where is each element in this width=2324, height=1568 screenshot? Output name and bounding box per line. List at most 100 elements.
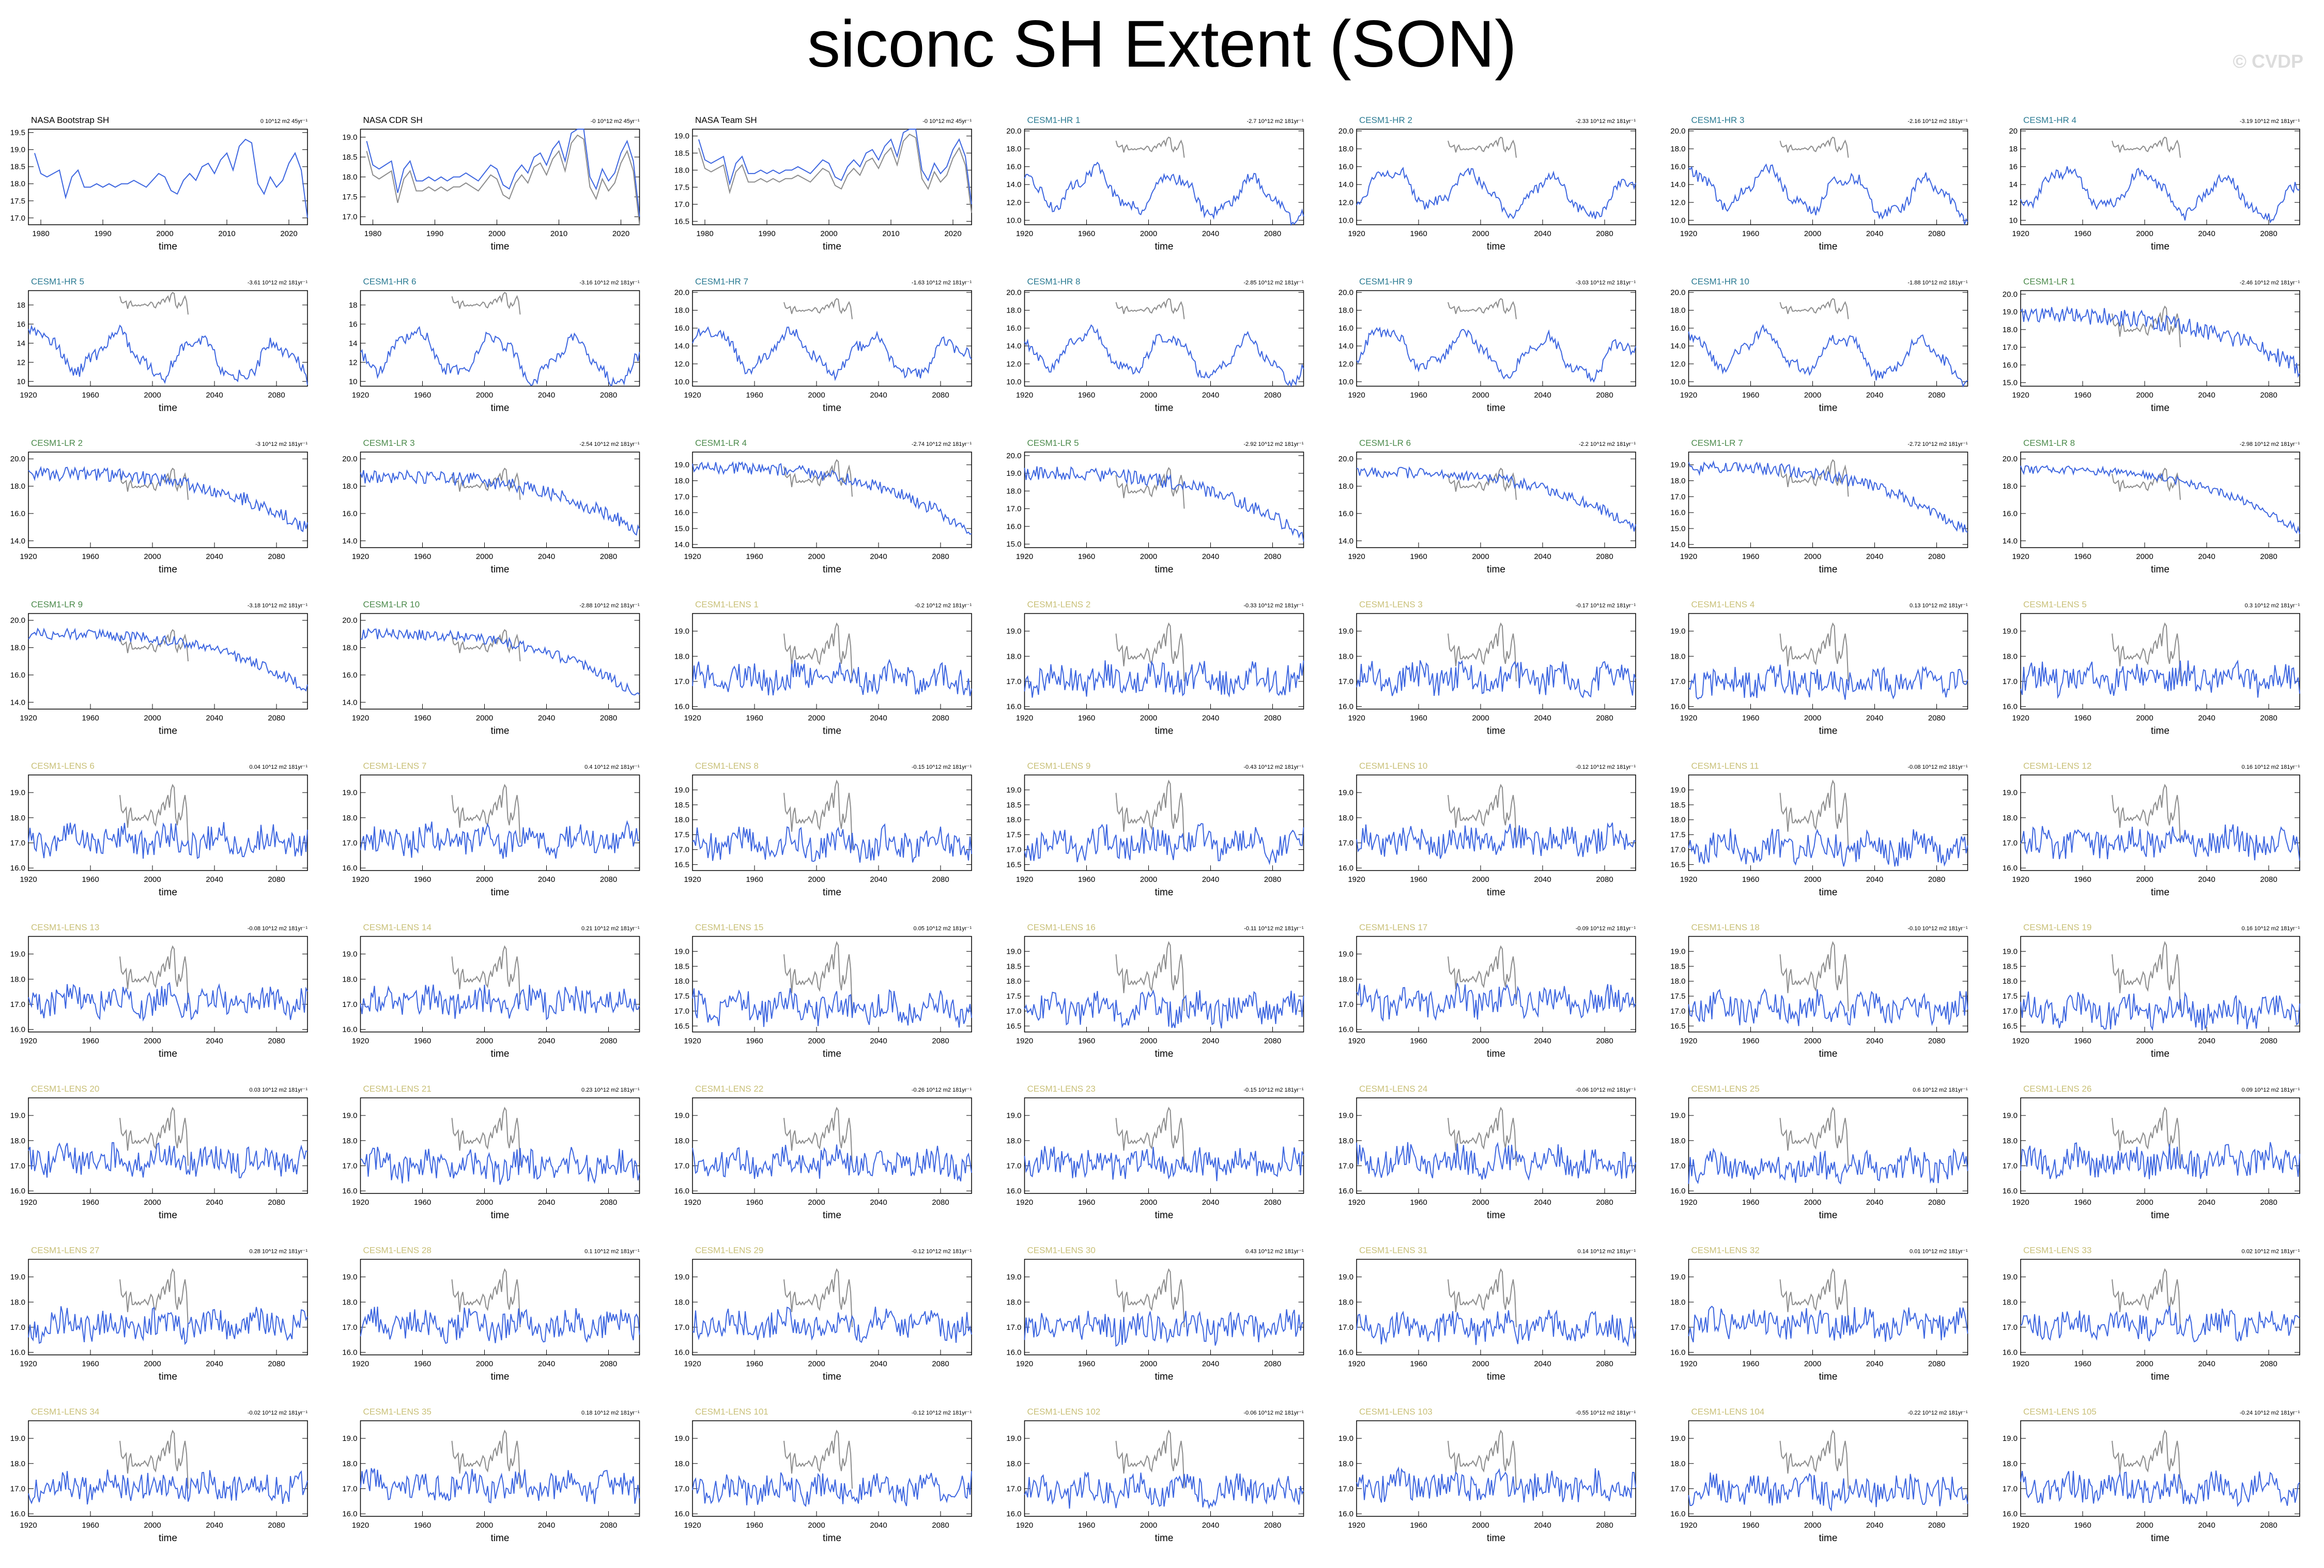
chart-panel: CESM1-LENS 11 -0.08 10^12 m2 181yr⁻¹ 16.5 1… [1670,761,1968,898]
y-tick-label: 17.0 [1338,1484,1353,1493]
observed-line [1448,622,1517,681]
x-tick-label: 2000 [2136,875,2153,884]
x-tick-label: 1960 [82,1521,99,1530]
x-tick-label: 2000 [144,1521,161,1530]
x-tick-label: 2000 [1140,1037,1157,1046]
trend-label: 0.23 10^12 m2 181yr⁻¹ [581,1087,640,1093]
y-tick-label: 16.0 [1006,1348,1021,1357]
x-axis-label: time [1819,1210,1838,1221]
y-tick-label: 19.0 [10,1273,25,1282]
x-tick-label: 2080 [1928,1198,1945,1207]
x-tick-label: 1920 [352,714,369,723]
y-tick-label: 20.0 [342,616,357,625]
x-tick-label: 2000 [808,1360,825,1369]
x-tick-label: 2040 [870,714,887,723]
y-tick-label: 17.0 [674,677,689,686]
x-tick-label: 2040 [2198,875,2215,884]
x-tick-label: 1920 [352,875,369,884]
x-axis-label: time [2151,403,2169,414]
x-tick-label: 2000 [1140,1360,1157,1369]
x-tick-label: 2000 [2136,1198,2153,1207]
y-tick-label: 18.0 [1006,977,1021,986]
model-line [698,129,972,205]
model-line [360,984,640,1020]
y-tick-label: 17.0 [1670,677,1685,686]
chart-panel: CESM1-LR 7 -2.72 10^12 m2 181yr⁻¹ 14.0 15.0… [1670,438,1968,575]
y-tick-label: 17.0 [1006,1484,1021,1493]
x-tick-label: 2020 [944,229,961,238]
x-axis-label: time [823,1533,841,1544]
model-line [360,1146,640,1185]
x-tick-label: 2040 [206,875,223,884]
x-axis-label: time [159,1210,177,1221]
y-tick-label: 14.0 [674,540,689,549]
x-tick-label: 1920 [352,1521,369,1530]
panel-title: CESM1-HR 5 [31,277,84,287]
observed-line [2112,305,2181,348]
model-line [28,1142,308,1178]
trend-label: 0.21 10^12 m2 181yr⁻¹ [581,926,640,932]
x-tick-label: 1920 [684,1521,701,1530]
x-tick-label: 2080 [1264,391,1281,400]
model-line [1356,466,1636,532]
y-tick-label: 16.0 [1338,509,1353,518]
chart-panel: CESM1-LENS 104 -0.22 10^12 m2 181yr⁻¹ 16.0… [1670,1407,1968,1544]
panel-title: CESM1-LENS 17 [1359,923,1427,933]
x-tick-label: 2040 [2198,714,2215,723]
plot-frame [1688,290,1968,387]
model-line [360,1468,640,1504]
x-axis-label: time [1487,887,1505,898]
x-tick-label: 2080 [2260,229,2277,238]
y-tick-label: 17.0 [1006,505,1021,514]
y-tick-label: 17.0 [674,1484,689,1493]
x-tick-label: 1960 [746,1037,763,1046]
x-axis-label: time [1487,1372,1505,1383]
plot-frame [1356,1097,1636,1194]
x-axis-label: time [491,726,510,737]
plot-frame [2020,129,2300,225]
y-tick-label: 18.0 [2003,652,2018,661]
model-line [2020,1306,2300,1343]
y-tick-label: 20.0 [10,616,25,625]
plot-frame [1356,1259,1636,1356]
y-tick-label: 19.5 [10,129,25,137]
x-tick-label: 2040 [1866,391,1883,400]
observed-line [1448,1430,1517,1489]
y-tick-label: 20 [2009,127,2018,135]
chart-panel: CESM1-LENS 28 0.1 10^12 m2 181yr⁻¹ 16.0 17.… [342,1246,640,1383]
panel-title: CESM1-LENS 102 [1027,1407,1101,1417]
y-tick-label: 16.5 [1006,1022,1021,1031]
y-tick-label: 16.0 [2003,509,2018,518]
model-line [360,326,640,387]
x-axis-label: time [1155,241,1174,252]
x-axis-label: time [1487,403,1505,414]
x-tick-label: 1920 [2012,1360,2029,1369]
y-tick-label: 16.0 [10,1026,25,1034]
plot-frame [1356,613,1636,710]
y-tick-label: 10.0 [1670,216,1685,225]
x-tick-label: 1920 [1348,875,1365,884]
observed-line [1448,784,1517,843]
y-tick-label: 18.5 [1006,801,1021,810]
y-tick-label: 18.0 [2003,1460,2018,1468]
x-tick-label: 1920 [1348,552,1365,561]
x-axis-label: time [2151,1533,2169,1544]
trend-label: -3.16 10^12 m2 181yr⁻¹ [579,280,639,286]
y-tick-label: 18.0 [2003,977,2018,986]
y-tick-label: 19.0 [1006,1434,1021,1443]
observed-line [1779,136,1849,158]
trend-label: -2.92 10^12 m2 181yr⁻¹ [1243,441,1303,447]
y-tick-label: 20.0 [1338,288,1353,297]
x-tick-label: 2000 [476,875,493,884]
y-tick-label: 18.0 [10,180,25,189]
x-axis-label: time [1819,241,1838,252]
trend-label: -0.26 10^12 m2 181yr⁻¹ [912,1087,972,1093]
y-tick-label: 19.0 [1670,1434,1685,1443]
x-tick-label: 2080 [600,1198,617,1207]
x-tick-label: 2080 [1264,875,1281,884]
x-tick-label: 2080 [2260,1360,2277,1369]
observed-line [1115,298,1185,319]
model-line [1688,324,1968,388]
trend-label: -0.43 10^12 m2 181yr⁻¹ [1243,764,1303,770]
y-tick-label: 19.0 [1338,950,1353,959]
